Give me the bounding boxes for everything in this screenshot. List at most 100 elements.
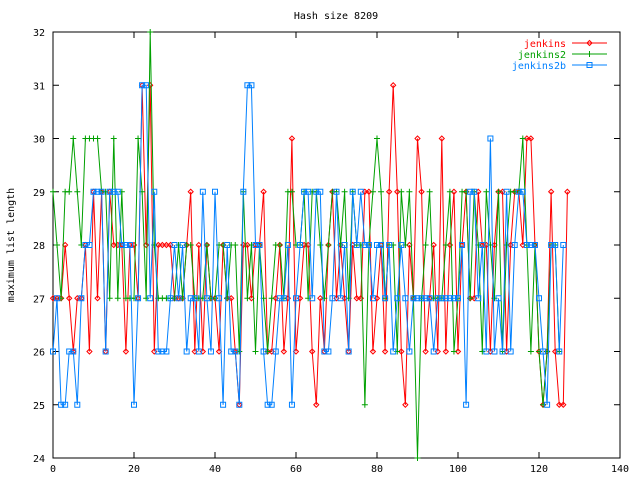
point-jenkins — [385, 188, 393, 195]
point-jenkins2b — [365, 242, 372, 248]
point-jenkins2b — [357, 188, 364, 195]
point-jenkins2 — [378, 188, 385, 195]
point-jenkins2 — [374, 135, 380, 142]
point-jenkins2 — [94, 135, 101, 142]
y-tick-label: 27 — [33, 294, 45, 305]
point-jenkins2b — [240, 188, 247, 195]
point-jenkins2b — [135, 295, 142, 302]
chart-title: Hash size 8209 — [294, 11, 378, 22]
point-jenkins2b — [126, 242, 133, 248]
x-tick-label: 20 — [128, 464, 140, 475]
x-tick-label: 120 — [530, 464, 548, 475]
point-jenkins2b — [151, 188, 158, 195]
point-jenkins — [560, 401, 567, 408]
point-jenkins2 — [483, 188, 490, 195]
point-jenkins2b — [212, 188, 218, 195]
point-jenkins2b — [155, 348, 162, 355]
point-jenkins2b — [446, 295, 453, 302]
point-jenkins — [527, 135, 535, 142]
point-jenkins2b — [203, 295, 210, 302]
point-jenkins2 — [135, 135, 142, 142]
point-jenkins — [389, 82, 397, 89]
point-jenkins — [65, 295, 73, 302]
point-jenkins2b — [337, 295, 344, 302]
point-jenkins2 — [361, 401, 368, 408]
point-jenkins2b — [560, 242, 567, 248]
point-jenkins2b — [313, 188, 320, 195]
point-jenkins2b — [248, 82, 255, 89]
point-jenkins2b — [195, 348, 202, 355]
point-jenkins2b — [66, 348, 73, 355]
point-jenkins2b — [406, 348, 413, 355]
point-jenkins2b — [345, 348, 352, 355]
point-jenkins — [317, 295, 324, 302]
point-jenkins2b — [183, 348, 190, 355]
point-jenkins2b — [394, 295, 401, 302]
point-jenkins2b — [349, 188, 356, 195]
point-jenkins2b — [114, 188, 121, 195]
point-jenkins2 — [422, 242, 429, 248]
point-jenkins2 — [495, 188, 502, 195]
point-jenkins2b — [102, 348, 109, 355]
point-jenkins2b — [191, 295, 198, 302]
point-jenkins2b — [491, 348, 498, 355]
point-jenkins2b — [471, 188, 478, 195]
point-jenkins — [195, 241, 203, 249]
point-jenkins2b — [378, 242, 385, 248]
point-jenkins — [353, 295, 360, 302]
point-jenkins — [398, 348, 405, 355]
y-tick-label: 26 — [33, 348, 45, 359]
point-jenkins2b — [507, 348, 514, 355]
point-jenkins2b — [293, 295, 299, 302]
point-jenkins2b — [369, 295, 376, 302]
point-jenkins2b — [321, 348, 328, 355]
point-jenkins — [450, 188, 458, 195]
point-jenkins2 — [268, 295, 275, 302]
point-jenkins2b — [325, 348, 332, 355]
point-jenkins2b — [556, 348, 563, 355]
point-jenkins2 — [321, 295, 328, 302]
x-tick-label: 80 — [371, 464, 383, 475]
point-jenkins2 — [114, 295, 121, 302]
point-jenkins2b — [288, 401, 295, 408]
point-jenkins2b — [442, 295, 449, 302]
point-jenkins2b — [499, 348, 506, 355]
y-tick-label: 29 — [33, 188, 45, 199]
point-jenkins2b — [187, 295, 194, 302]
series-line-jenkins2b — [52, 84, 564, 406]
y-tick-label: 28 — [33, 241, 45, 252]
point-jenkins2b — [220, 401, 227, 408]
point-jenkins2b — [503, 188, 510, 195]
point-jenkins2b — [398, 242, 405, 248]
point-jenkins2b — [216, 295, 223, 302]
point-jenkins — [422, 348, 429, 355]
point-jenkins2b — [131, 401, 137, 408]
point-jenkins2b — [264, 401, 271, 408]
x-tick-label: 60 — [290, 464, 302, 475]
point-jenkins2 — [66, 188, 73, 195]
point-jenkins2b — [455, 295, 461, 302]
point-jenkins2 — [426, 188, 433, 195]
point-jenkins2b — [523, 242, 530, 248]
point-jenkins — [438, 135, 446, 142]
point-jenkins2b — [86, 242, 93, 248]
point-jenkins2b — [260, 348, 267, 355]
point-jenkins2b — [430, 348, 437, 355]
point-jenkins — [564, 188, 571, 195]
point-jenkins2 — [317, 242, 324, 248]
point-jenkins2b — [199, 188, 206, 195]
point-jenkins — [402, 401, 409, 408]
x-tick-label: 100 — [449, 464, 467, 475]
point-jenkins2b — [276, 295, 283, 302]
point-jenkins — [442, 348, 450, 355]
axis-ticks: 24 25 26 27 28 29 30 31 32 0 20 40 60 80 100 120 140 — [33, 28, 629, 475]
point-jenkins2b — [361, 242, 368, 248]
point-jenkins2 — [414, 455, 421, 461]
point-jenkins2 — [187, 242, 194, 248]
point-jenkins — [547, 188, 555, 195]
point-jenkins2b — [62, 401, 69, 408]
point-jenkins2 — [369, 188, 376, 195]
point-jenkins2b — [329, 295, 336, 302]
point-jenkins2b — [236, 401, 243, 408]
